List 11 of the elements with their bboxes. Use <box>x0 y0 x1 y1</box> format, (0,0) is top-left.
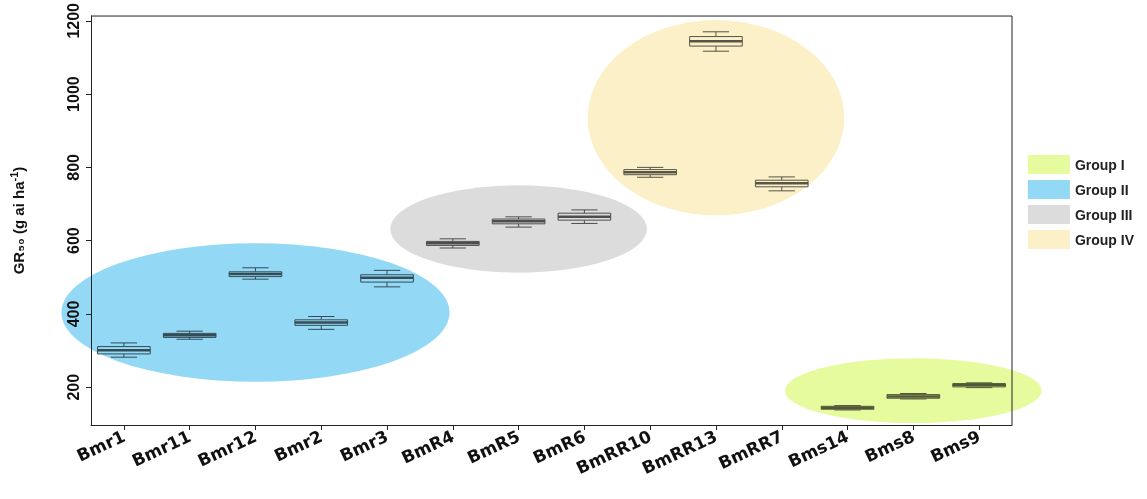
y-tick-label: 1000 <box>64 76 82 112</box>
legend-label: Group II <box>1074 181 1129 198</box>
y-axis-title: GR₅₀ (g ai ha-1) <box>7 166 27 275</box>
y-tick-label: 200 <box>64 373 82 401</box>
y-tick-label: 1200 <box>64 2 82 39</box>
y-tick-label: 400 <box>64 300 82 328</box>
y-tick-label: 600 <box>64 227 82 255</box>
y-tick-label: 800 <box>64 153 82 181</box>
legend-label: Group III <box>1074 206 1133 223</box>
legend-label: Group IV <box>1074 231 1135 248</box>
legend-label: Group I <box>1074 156 1125 173</box>
